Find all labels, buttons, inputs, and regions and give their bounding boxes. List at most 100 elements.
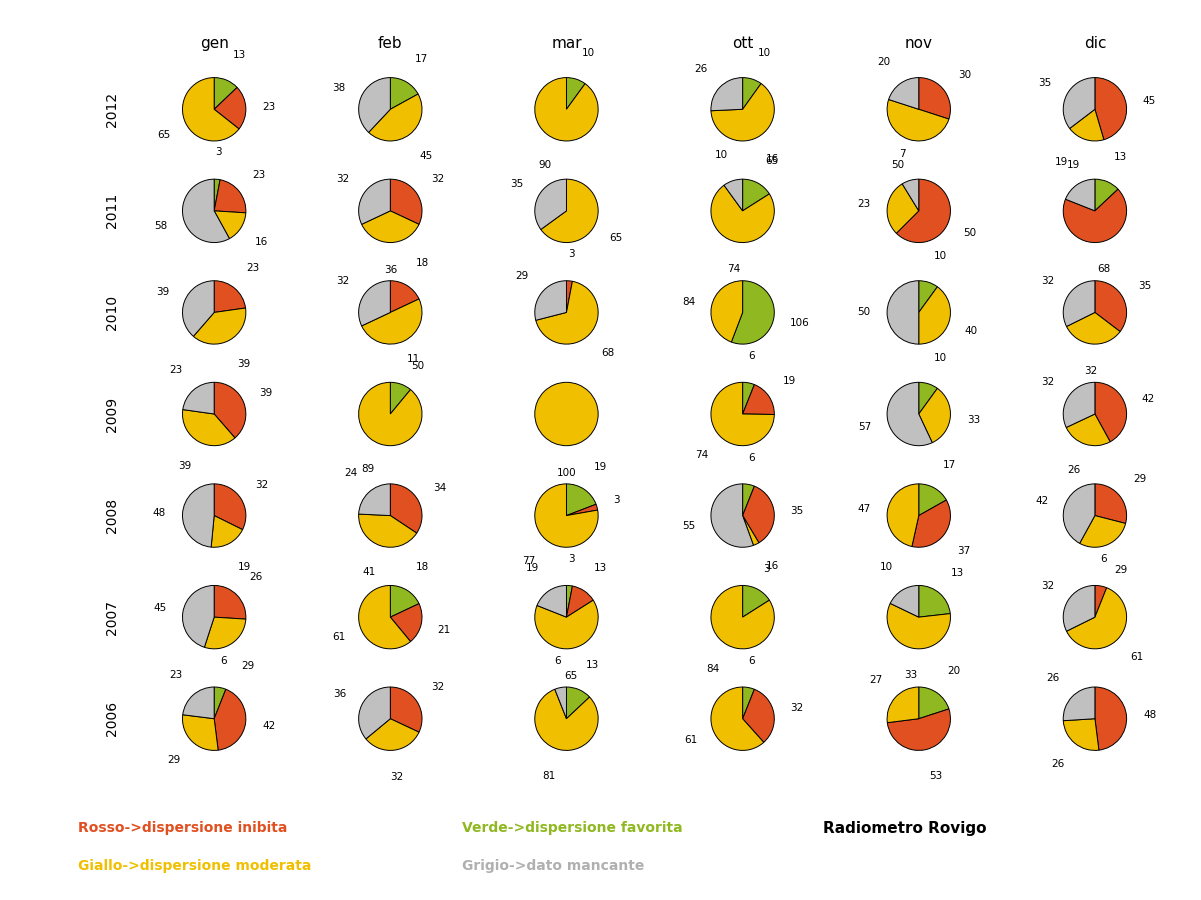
Text: 58: 58	[154, 220, 167, 230]
Text: 18: 18	[416, 562, 430, 572]
Wedge shape	[390, 382, 411, 414]
Wedge shape	[183, 77, 239, 141]
Wedge shape	[567, 484, 596, 516]
Wedge shape	[567, 281, 573, 312]
Text: 16: 16	[255, 238, 268, 248]
Wedge shape	[919, 287, 950, 344]
Text: 68: 68	[1098, 264, 1111, 274]
Text: 10: 10	[933, 353, 946, 363]
Text: 53: 53	[930, 771, 943, 781]
Wedge shape	[214, 87, 246, 129]
Wedge shape	[711, 185, 775, 242]
Text: 23: 23	[262, 102, 275, 112]
Text: 35: 35	[510, 179, 524, 189]
Text: 32: 32	[1083, 366, 1097, 376]
Text: 26: 26	[694, 64, 707, 74]
Wedge shape	[534, 689, 598, 751]
Wedge shape	[1080, 516, 1125, 547]
Wedge shape	[1095, 179, 1118, 211]
Text: 32: 32	[1041, 581, 1054, 591]
Text: 32: 32	[1041, 377, 1054, 387]
Text: 17: 17	[414, 54, 428, 64]
Wedge shape	[214, 687, 226, 719]
Wedge shape	[204, 617, 246, 649]
Text: 2007: 2007	[104, 599, 119, 634]
Wedge shape	[1095, 382, 1127, 442]
Wedge shape	[1065, 179, 1095, 211]
Wedge shape	[555, 687, 567, 719]
Wedge shape	[742, 382, 754, 414]
Wedge shape	[390, 281, 419, 312]
Wedge shape	[183, 281, 214, 337]
Text: 45: 45	[154, 603, 167, 613]
Text: 32: 32	[336, 276, 349, 286]
Wedge shape	[1095, 281, 1127, 331]
Wedge shape	[888, 184, 919, 233]
Wedge shape	[537, 586, 567, 617]
Wedge shape	[742, 77, 761, 109]
Wedge shape	[888, 484, 919, 546]
Text: 39: 39	[259, 389, 273, 399]
Wedge shape	[724, 179, 742, 211]
Text: Verde->dispersione favorita: Verde->dispersione favorita	[462, 821, 683, 835]
Text: 61: 61	[331, 632, 345, 642]
Wedge shape	[369, 94, 422, 141]
Text: 10: 10	[758, 49, 771, 58]
Text: 36: 36	[334, 688, 347, 698]
Text: 35: 35	[790, 506, 803, 516]
Text: 50: 50	[963, 229, 976, 238]
Wedge shape	[711, 484, 753, 547]
Wedge shape	[1063, 687, 1095, 721]
Text: 2012: 2012	[104, 92, 119, 127]
Wedge shape	[359, 179, 390, 224]
Wedge shape	[1066, 312, 1121, 344]
Text: dic: dic	[1083, 36, 1106, 51]
Text: 33: 33	[904, 670, 918, 680]
Text: 27: 27	[870, 675, 883, 685]
Text: 61: 61	[1130, 652, 1143, 662]
Text: 19: 19	[593, 462, 607, 472]
Wedge shape	[919, 389, 950, 443]
Wedge shape	[567, 586, 573, 617]
Text: nov: nov	[904, 36, 933, 51]
Text: 29: 29	[515, 271, 528, 282]
Text: 10: 10	[715, 149, 728, 160]
Text: 13: 13	[233, 50, 246, 60]
Text: 35: 35	[1039, 78, 1052, 88]
Wedge shape	[214, 484, 246, 529]
Wedge shape	[567, 586, 593, 617]
Wedge shape	[214, 211, 246, 239]
Wedge shape	[214, 586, 246, 619]
Wedge shape	[1066, 414, 1110, 446]
Wedge shape	[214, 382, 246, 438]
Text: 37: 37	[957, 545, 970, 555]
Text: 2008: 2008	[104, 498, 119, 533]
Text: 48: 48	[1143, 710, 1157, 720]
Text: 65: 65	[564, 670, 578, 680]
Wedge shape	[919, 382, 938, 414]
Wedge shape	[1095, 484, 1127, 524]
Text: 84: 84	[682, 297, 695, 307]
Wedge shape	[183, 484, 214, 547]
Wedge shape	[214, 689, 246, 751]
Text: 36: 36	[383, 265, 398, 274]
Wedge shape	[214, 179, 220, 211]
Wedge shape	[359, 77, 390, 132]
Wedge shape	[711, 382, 775, 446]
Text: 21: 21	[437, 625, 450, 635]
Wedge shape	[534, 281, 567, 320]
Text: 19: 19	[1066, 160, 1080, 170]
Wedge shape	[534, 382, 598, 446]
Wedge shape	[888, 603, 950, 649]
Wedge shape	[1070, 109, 1104, 141]
Text: 3: 3	[568, 248, 574, 259]
Text: 3: 3	[568, 554, 574, 563]
Text: 42: 42	[1142, 394, 1155, 404]
Text: 41: 41	[362, 566, 375, 577]
Wedge shape	[1063, 484, 1095, 544]
Wedge shape	[183, 382, 214, 414]
Text: feb: feb	[378, 36, 402, 51]
Text: 19: 19	[783, 376, 796, 386]
Text: 47: 47	[858, 504, 871, 514]
Wedge shape	[362, 211, 419, 242]
